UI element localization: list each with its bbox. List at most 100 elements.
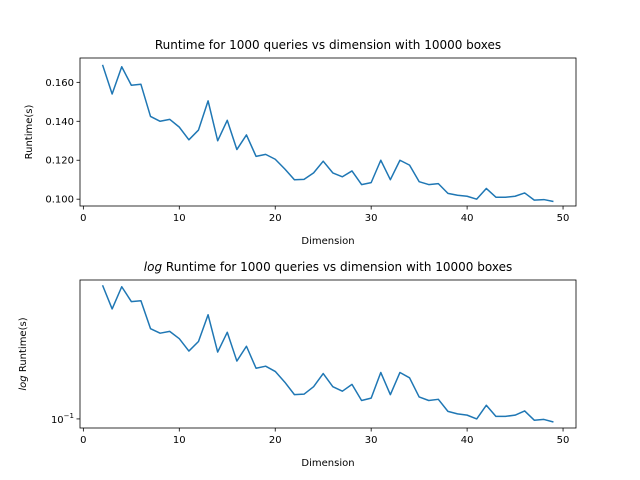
bottom-data-point (553, 421, 555, 423)
bottom-x-tick-label: 0 (80, 435, 86, 446)
top-series-line (101, 64, 554, 203)
top-data-point (543, 199, 545, 201)
top-x-tick-label: 0 (80, 213, 86, 224)
top-data-point (255, 156, 257, 158)
top-data-point (428, 184, 430, 186)
bottom-data-point (102, 284, 104, 286)
bottom-data-point (409, 377, 411, 379)
top-data-point (495, 196, 497, 198)
top-y-tick-label: 0.160 (45, 78, 74, 89)
bottom-data-point (390, 394, 392, 396)
bottom-data-point (514, 414, 516, 416)
top-chart: Runtime for 1000 queries vs dimension wi… (24, 38, 577, 247)
top-x-tick-label: 50 (557, 213, 570, 224)
top-data-point (217, 140, 219, 142)
bottom-data-point (236, 360, 238, 362)
bottom-title-text: Runtime for 1000 queries vs dimension wi… (162, 260, 512, 274)
top-data-point (265, 154, 267, 156)
bottom-data-point (226, 331, 228, 333)
top-y-tick-label: 0.100 (45, 195, 74, 206)
bottom-x-axis-label: Dimension (301, 458, 354, 469)
bottom-series-line (101, 284, 554, 423)
top-data-point (514, 195, 516, 197)
bottom-ylabel-text: Runtime(s) (18, 317, 29, 375)
top-data-point (486, 188, 488, 190)
top-data-point (447, 193, 449, 195)
top-x-tick-label: 10 (173, 213, 186, 224)
top-x-axis-label: Dimension (301, 236, 354, 247)
bottom-data-point (322, 373, 324, 375)
top-data-point (533, 199, 535, 201)
bottom-data-point (294, 394, 296, 396)
bottom-axes-frame (79, 279, 577, 429)
bottom-y-tick-label: 10−1 (51, 412, 74, 426)
bottom-data-point (476, 418, 478, 420)
bottom-data-point (169, 331, 171, 333)
bottom-data-point (418, 396, 420, 398)
top-data-point (313, 172, 315, 174)
bottom-data-point (438, 399, 440, 401)
bottom-data-point (274, 371, 276, 373)
bottom-data-point (313, 386, 315, 388)
top-data-point (284, 168, 286, 170)
bottom-data-point (533, 419, 535, 421)
top-chart-title: Runtime for 1000 queries vs dimension wi… (155, 38, 501, 52)
top-data-point (303, 179, 305, 181)
top-y-tick-label: 0.140 (45, 117, 74, 128)
bottom-data-point (255, 367, 257, 369)
top-data-point (131, 84, 133, 86)
top-plot-area: 0 10 20 30 40 50 0.100 0.120 0.140 0.160 (45, 64, 569, 224)
bottom-chart-title: log Runtime for 1000 queries vs dimensio… (144, 260, 512, 274)
top-data-point (409, 164, 411, 166)
top-data-point (236, 149, 238, 151)
top-data-point (246, 134, 248, 136)
top-axes-frame (79, 57, 577, 207)
bottom-ylabel-log: log (18, 375, 29, 390)
top-data-point (370, 182, 372, 184)
bottom-data-point (207, 314, 209, 316)
top-data-point (207, 100, 209, 102)
bottom-data-point (505, 416, 507, 418)
top-data-point (476, 198, 478, 200)
bottom-data-point (303, 393, 305, 395)
top-data-point (399, 159, 401, 161)
top-data-point (179, 126, 181, 128)
bottom-x-tick-label: 50 (557, 435, 570, 446)
bottom-y-axis-label: log Runtime(s) (18, 317, 29, 390)
bottom-data-point (188, 350, 190, 352)
bottom-data-point (246, 345, 248, 347)
top-data-point (169, 119, 171, 121)
bottom-data-point (217, 351, 219, 353)
top-data-point (351, 170, 353, 172)
top-data-point (380, 159, 382, 161)
bottom-data-point (351, 384, 353, 386)
bottom-chart: log Runtime for 1000 queries vs dimensio… (18, 260, 577, 469)
top-x-tick-label: 20 (269, 213, 282, 224)
bottom-data-point (399, 372, 401, 374)
top-data-point (361, 184, 363, 186)
bottom-data-point (543, 419, 545, 421)
bottom-data-point (370, 397, 372, 399)
bottom-data-point (198, 341, 200, 343)
bottom-data-point (524, 410, 526, 412)
top-y-axis-label: Runtime(s) (24, 105, 35, 160)
top-data-point (466, 195, 468, 197)
top-data-point (418, 181, 420, 183)
top-y-tick-label: 0.120 (45, 156, 74, 167)
bottom-data-point (495, 416, 497, 418)
top-data-point (332, 172, 334, 174)
bottom-plot-area: 0 10 20 30 40 50 10−1 (51, 284, 569, 446)
bottom-x-tick-label: 10 (173, 435, 186, 446)
top-data-point (322, 160, 324, 162)
bottom-data-point (179, 338, 181, 340)
bottom-title-log: log (144, 260, 163, 274)
top-data-point (274, 158, 276, 160)
bottom-data-point (265, 365, 267, 367)
top-data-point (457, 194, 459, 196)
top-data-point (111, 93, 113, 95)
top-data-point (342, 176, 344, 178)
bottom-data-point (457, 413, 459, 415)
top-data-point (553, 201, 555, 203)
bottom-data-point (121, 286, 123, 288)
